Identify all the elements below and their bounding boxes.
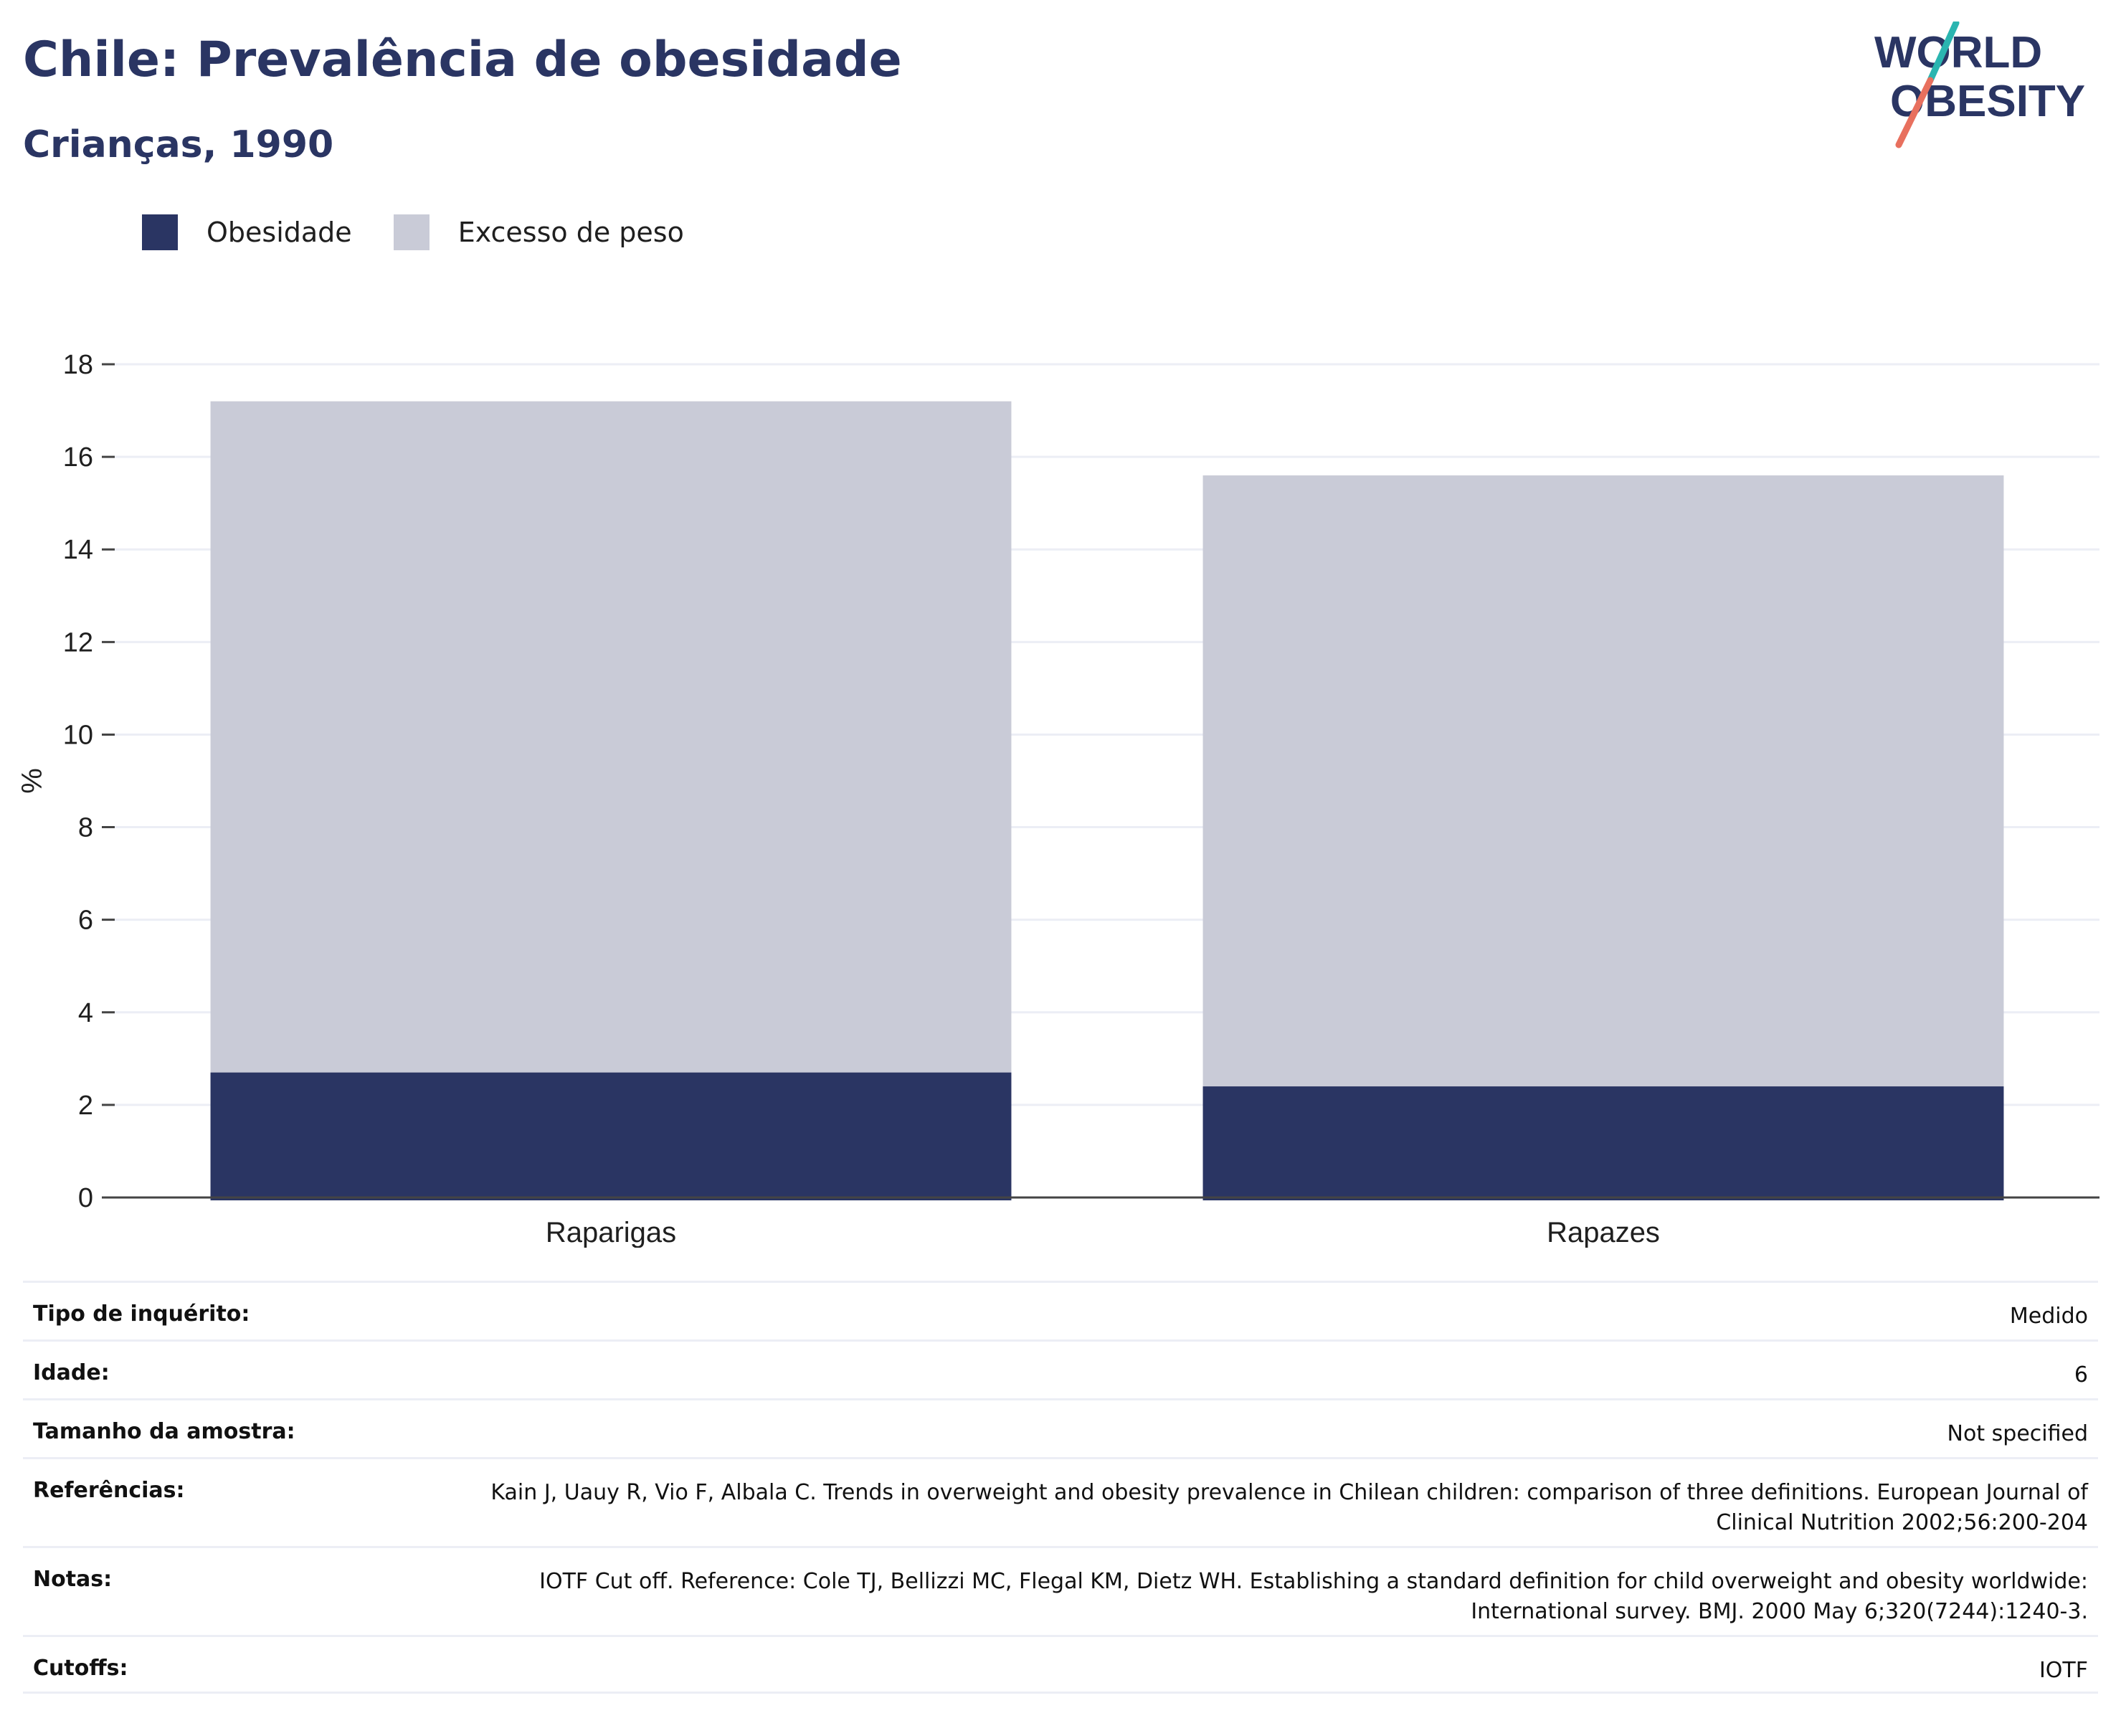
meta-label-cutoffs: Cutoffs: (33, 1656, 128, 1681)
bar-overweight-1[interactable] (1202, 475, 2004, 1200)
meta-row-references: Referências: Kain J, Uauy R, Vio F, Alba… (23, 1457, 2098, 1546)
y-tick-label: 18 (63, 350, 93, 380)
page-subtitle: Crianças, 1990 (23, 123, 334, 166)
legend-item-obesity[interactable]: Obesidade (142, 214, 352, 250)
page-title: Chile: Prevalência de obesidade (23, 32, 902, 88)
meta-row-notes: Notas: IOTF Cut off. Reference: Cole TJ,… (23, 1546, 2098, 1635)
bar-obesity-1[interactable] (1202, 1086, 2004, 1200)
logo-line-1: WORLD (1874, 28, 2042, 77)
legend-label-obesity: Obesidade (207, 217, 352, 248)
y-tick-label: 0 (78, 1183, 93, 1213)
meta-value-age: 6 (2074, 1362, 2088, 1388)
y-tick-label: 4 (78, 998, 93, 1028)
y-tick-label: 10 (63, 720, 93, 750)
meta-value-notes: IOTF Cut off. Reference: Cole TJ, Belliz… (539, 1569, 2088, 1624)
meta-value-survey-type: Medido (2009, 1304, 2088, 1329)
meta-label-notes: Notas: (33, 1567, 113, 1592)
bar-chart: 0 2 4 6 8 10 12 14 16 18 Raparigas Rapazes % (16, 350, 2099, 1248)
bars (210, 401, 2004, 1200)
legend-swatch-overweight (393, 214, 430, 250)
y-tick-label: 2 (78, 1091, 93, 1121)
meta-label-sample-size: Tamanho da amostra: (33, 1419, 295, 1444)
bar-obesity-0[interactable] (210, 1072, 1012, 1200)
meta-value-references: Kain J, Uauy R, Vio F, Albala C. Trends … (490, 1480, 2088, 1535)
meta-value-cutoffs: IOTF (2039, 1658, 2088, 1683)
meta-row-cutoffs: Cutoffs: IOTF (23, 1635, 2098, 1694)
logo-slash-teal (1927, 22, 1960, 84)
world-obesity-logo: WORLD OBESITY (1874, 22, 2085, 148)
legend-item-overweight[interactable]: Excesso de peso (393, 214, 684, 250)
meta-row-age: Idade: 6 (23, 1339, 2098, 1398)
y-axis-label: % (16, 768, 48, 794)
chart-legend: Obesidade Excesso de peso (142, 212, 726, 252)
meta-value-sample-size: Not specified (1947, 1421, 2088, 1446)
logo-slash-coral (1895, 77, 1934, 148)
meta-row-survey-type: Tipo de inquérito: Medido (23, 1281, 2098, 1339)
x-tick-label: Raparigas (546, 1217, 676, 1248)
axes: 0 2 4 6 8 10 12 14 16 18 Raparigas Rapazes (63, 350, 2099, 1248)
meta-label-survey-type: Tipo de inquérito: (33, 1301, 250, 1327)
meta-label-age: Idade: (33, 1360, 110, 1385)
y-tick-label: 6 (78, 906, 93, 936)
y-tick-label: 14 (63, 535, 93, 565)
y-tick-label: 8 (78, 813, 93, 843)
meta-label-references: Referências: (33, 1478, 185, 1503)
bar-overweight-0[interactable] (210, 401, 1012, 1200)
survey-details: Tipo de inquérito: Medido Idade: 6 Taman… (23, 1281, 2098, 1694)
legend-label-overweight: Excesso de peso (457, 217, 684, 248)
y-tick-label: 16 (63, 442, 93, 473)
y-tick-label: 12 (63, 627, 93, 658)
legend-swatch-obesity (142, 214, 178, 250)
meta-row-sample-size: Tamanho da amostra: Not specified (23, 1398, 2098, 1457)
x-tick-label: Rapazes (1547, 1217, 1660, 1248)
